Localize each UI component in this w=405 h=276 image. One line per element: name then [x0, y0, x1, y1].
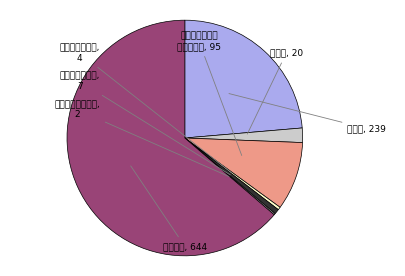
- Wedge shape: [185, 138, 280, 210]
- Text: 他院紹介, 644: 他院紹介, 644: [131, 166, 207, 251]
- Text: 人間ドッグ後紹介,
2: 人間ドッグ後紹介, 2: [54, 100, 229, 177]
- Text: その他, 20: その他, 20: [247, 49, 303, 134]
- Wedge shape: [185, 128, 303, 143]
- Text: 当該施設他疾患
経過観察中, 95: 当該施設他疾患 経過観察中, 95: [177, 32, 242, 155]
- Wedge shape: [185, 138, 275, 215]
- Text: 健康診断後紹介,
4: 健康診断後紹介, 4: [60, 44, 232, 173]
- Wedge shape: [185, 138, 278, 214]
- Text: 自主的, 239: 自主的, 239: [229, 94, 386, 133]
- Wedge shape: [185, 138, 303, 207]
- Text: がん検診後紹介,
7: がん検診後紹介, 7: [60, 72, 230, 175]
- Wedge shape: [185, 20, 302, 138]
- Wedge shape: [67, 20, 274, 256]
